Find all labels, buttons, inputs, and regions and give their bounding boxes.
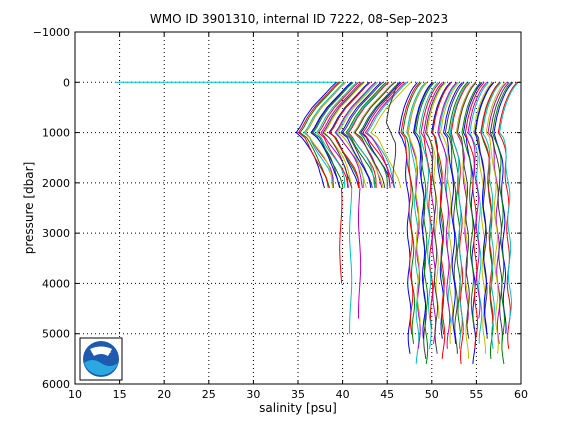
profile-line [347,81,390,188]
profile-line [491,81,512,364]
profile-line [398,81,418,354]
logo-gull [90,346,112,356]
profile-line [329,81,371,188]
profile-line [315,81,358,188]
x-tick-label: 10 [68,388,82,401]
profile-line [480,81,500,324]
x-tick-label: 50 [425,388,439,401]
profile-line [467,81,488,319]
profile-line [456,81,477,339]
profile-line [358,81,400,188]
profile-line [423,81,443,344]
profile-line [474,81,494,334]
profile-line [485,81,506,354]
x-tick-label: 15 [113,388,127,401]
chart-title: WMO ID 3901310, internal ID 7222, 08–Sep… [150,12,448,26]
profile-line [402,81,422,344]
profile-line [362,81,404,188]
profile-line [299,81,341,189]
y-tick-label: 1000 [42,127,70,140]
profile-line [443,81,463,344]
profile-line [449,81,470,349]
profile-line [322,81,364,189]
x-tick-label: 45 [380,388,394,401]
profile-line [334,81,376,188]
profile-line [444,81,465,354]
profile-line [489,81,510,344]
profile-line [418,81,439,349]
profile-line [415,81,435,364]
profile-line [385,82,399,183]
y-axis-label: pressure [dbar] [22,162,36,255]
profile-line [437,81,457,349]
profile-line [406,81,426,364]
profile-line [304,81,346,188]
logo-wave [84,360,118,376]
profile-line [312,81,354,189]
profile-line [364,81,406,189]
profile-line [342,81,384,189]
profile-line [498,81,519,324]
grid [75,32,521,384]
series-layer [115,81,519,364]
profile-line [425,81,445,354]
y-tick-label: 4000 [42,277,70,290]
x-tick-label: 30 [246,388,260,401]
profile-line [360,81,402,188]
profile-line [432,81,452,359]
profile-line [407,81,428,324]
x-tick-label: 60 [514,388,528,401]
profile-line [346,81,389,188]
profile-line [461,81,482,329]
profile-line [345,81,387,188]
profile-line [317,81,359,188]
profile-line [464,81,485,349]
profile-line [366,81,408,189]
y-tick-label: 0 [63,76,70,89]
profile-line [420,81,441,329]
x-tick-label: 55 [469,388,483,401]
profile-line [426,81,447,319]
y-tick-label: −1000 [33,26,70,39]
y-tick-label: 6000 [42,378,70,391]
y-tick-label: 5000 [42,328,70,341]
profile-line [297,81,339,188]
x-tick-label: 40 [336,388,350,401]
x-axis-label: salinity [psu] [259,401,337,415]
profile-line [493,81,514,334]
x-axis: 10 15 20 25 30 35 40 45 50 55 60 [68,32,528,401]
profile-line [370,81,412,189]
profile-line [354,81,396,188]
x-tick-label: 25 [202,388,216,401]
profile-line [481,81,502,349]
profile-line [469,81,489,344]
profile-line [439,81,460,344]
logo-text: NOAA [91,348,111,355]
profile-tail [339,187,343,284]
y-axis: −1000 0 1000 2000 3000 4000 5000 6000 [33,26,521,391]
profile-line [337,81,379,189]
profile-line [340,81,382,188]
profile-tail [358,187,362,319]
profile-line [295,81,337,189]
y-tick-label: 3000 [42,227,70,240]
profile-line [353,81,395,189]
noaa-logo: NOAA [79,337,123,381]
profile-line [413,81,433,339]
plot-area: 10 15 20 25 30 35 40 45 50 55 60 −1000 0 1000 2000 300… [33,26,528,401]
y-tick-label: 2000 [42,177,70,190]
x-tick-label: 35 [291,388,305,401]
profile-line [310,81,352,189]
profile-tail [349,187,353,334]
x-tick-label: 20 [157,388,171,401]
profile-line [400,81,421,334]
